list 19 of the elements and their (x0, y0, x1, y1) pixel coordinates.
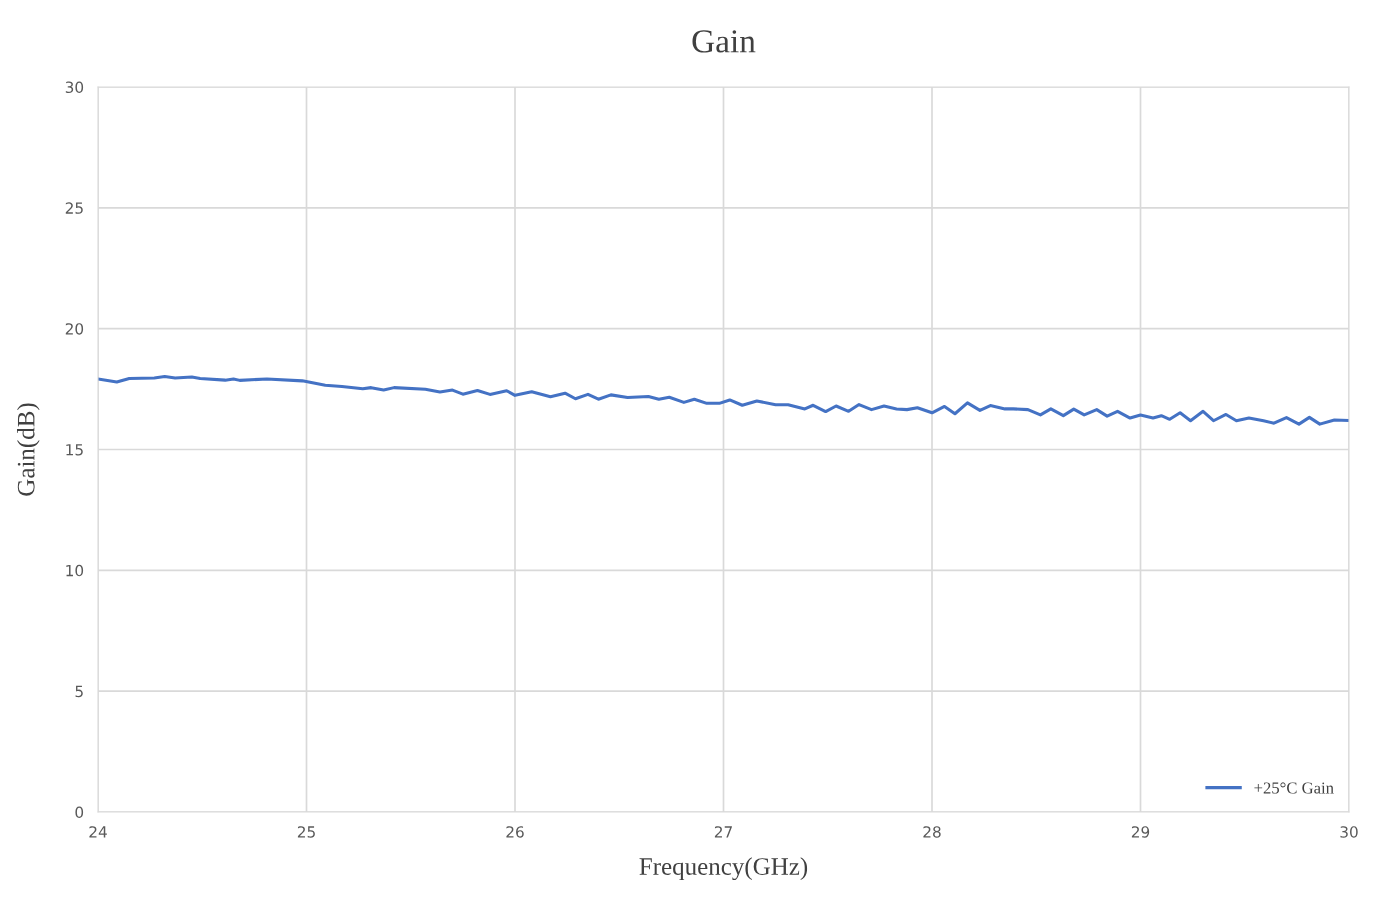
y-axis-title: Gain(dB) (17, 403, 40, 496)
x-tick-label: 27 (714, 826, 732, 838)
legend-label: +25°C Gain (1254, 782, 1334, 794)
y-tick-label: 10 (66, 564, 84, 577)
line-series (98, 374, 1349, 426)
x-tick-label: 25 (297, 826, 315, 838)
x-axis-title: Frequency(GHz) (639, 857, 808, 881)
y-tick-label: 20 (65, 323, 84, 335)
chart-title: Gain (692, 30, 756, 53)
y-tick-label: 5 (75, 685, 83, 698)
x-tick-label: 28 (923, 826, 941, 838)
y-tick-label: 30 (65, 81, 84, 94)
x-tick-label: 26 (506, 826, 524, 838)
y-tick-label: 25 (65, 202, 83, 214)
y-tick-label: 0 (75, 806, 84, 819)
x-tick-label: 30 (1340, 826, 1358, 838)
y-tick-label: 15 (66, 444, 83, 456)
x-tick-label: 24 (89, 826, 107, 838)
x-tick-label: 29 (1131, 826, 1150, 838)
